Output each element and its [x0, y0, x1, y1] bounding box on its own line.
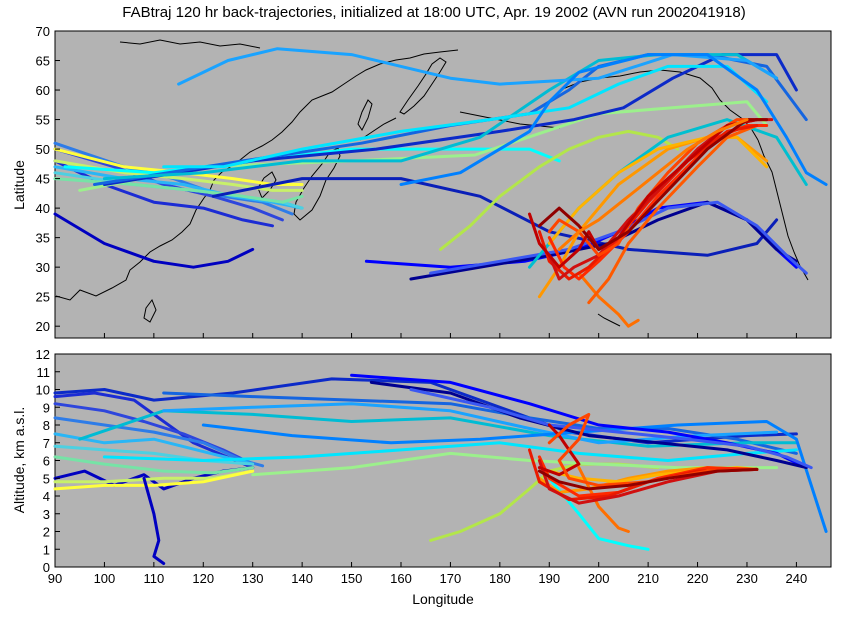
coastline-arctic: [119, 39, 261, 49]
alt-y-tick-label: 0: [43, 560, 50, 575]
lat-y-tick-label: 50: [36, 142, 50, 157]
lat-y-tick-label: 20: [36, 319, 50, 334]
alt-trajectory-line: [577, 466, 630, 533]
alt-trajectory-line: [142, 476, 166, 565]
lat-trajectory-line: [587, 124, 759, 305]
alt-trajectory-line: [102, 441, 798, 462]
lat-trajectory-line: [429, 200, 808, 275]
lat-trajectory-line: [439, 129, 680, 251]
figure-title: FABtraj 120 hr back-trajectories, initia…: [122, 4, 746, 21]
coastline-north-america: [757, 139, 809, 281]
alt-y-tick-label: 1: [43, 542, 50, 557]
longitude-tick-label: 150: [341, 571, 363, 586]
longitude-tick-label: 130: [242, 571, 264, 586]
longitude-tick-label: 90: [48, 571, 62, 586]
alt-trajectory-line: [53, 469, 255, 491]
lat-trajectory-line: [557, 118, 749, 251]
lat-y-tick-label: 60: [36, 83, 50, 98]
alt-trajectory-line: [53, 444, 255, 466]
alt-y-tick-label: 7: [43, 436, 50, 451]
altitude-trajectories: [53, 373, 828, 565]
map-trajectories: [53, 47, 828, 328]
alt-y-tick-label: 9: [43, 400, 50, 415]
longitude-tick-label: 160: [390, 571, 412, 586]
longitude-tick-label: 170: [440, 571, 462, 586]
alt-y-tick-label: 10: [36, 383, 50, 398]
coastline-sakhalin: [357, 99, 373, 131]
coastline-hawaii: [597, 313, 621, 327]
latitude-axis-label: Latitude: [11, 160, 27, 210]
alt-trajectory-line: [547, 476, 650, 551]
lat-y-tick-label: 70: [36, 24, 50, 39]
coastline-kuril: [359, 117, 397, 141]
lat-trajectory-line: [162, 64, 769, 169]
longitude-tick-label: 120: [192, 571, 214, 586]
lat-y-tick-label: 30: [36, 260, 50, 275]
alt-y-tick-label: 4: [43, 489, 50, 504]
alt-y-tick-label: 5: [43, 471, 50, 486]
lat-y-tick-label: 65: [36, 54, 50, 69]
longitude-tick-labels: 90 100 110 120 130 140 150 160 170 180 190 200 210 22…: [48, 562, 807, 586]
lat-trajectory-line: [177, 47, 779, 86]
longitude-tick-label: 140: [291, 571, 313, 586]
lat-y-tick-label: 40: [36, 201, 50, 216]
longitude-tick-label: 210: [637, 571, 659, 586]
lat-trajectory-line: [53, 212, 255, 269]
alt-y-tick-label: 11: [37, 365, 51, 380]
latitude-tick-labels: 20 25 30 35 40 45 50 55 60 65 70: [36, 24, 60, 334]
lat-trajectory-line: [409, 200, 798, 281]
lat-trajectory-line: [399, 53, 828, 186]
lat-trajectory-line: [547, 135, 769, 245]
alt-trajectory-line: [53, 432, 255, 466]
alt-trajectory-line: [537, 467, 759, 491]
longitude-tick-label: 240: [786, 571, 808, 586]
longitude-tick-label: 220: [687, 571, 709, 586]
lat-trajectory-line: [577, 271, 640, 328]
lat-y-tick-label: 35: [36, 231, 50, 246]
alt-trajectory-line: [369, 380, 808, 470]
alt-trajectory-line: [78, 409, 798, 448]
longitude-tick-label: 100: [94, 571, 116, 586]
altitude-axis-label: Altitude, km a.s.l.: [11, 407, 27, 514]
lat-y-tick-label: 45: [36, 172, 50, 187]
coastline-taiwan: [143, 298, 157, 323]
alt-y-tick-label: 6: [43, 454, 50, 469]
lat-trajectory-line: [537, 118, 769, 251]
longitude-tick-label: 180: [489, 571, 511, 586]
alt-y-tick-label: 8: [43, 418, 50, 433]
coastline-kamchatka: [399, 57, 447, 115]
alt-y-tick-label: 3: [43, 507, 50, 522]
lat-y-tick-label: 25: [36, 290, 50, 305]
lat-trajectory-line: [63, 147, 561, 175]
longitude-tick-label: 200: [588, 571, 610, 586]
lat-y-tick-label: 55: [36, 113, 50, 128]
longitude-axis-label: Longitude: [412, 591, 474, 607]
alt-y-tick-label: 12: [36, 347, 50, 362]
longitude-tick-label: 110: [143, 571, 164, 586]
lat-trajectory-line: [102, 53, 798, 186]
longitude-tick-label: 230: [736, 571, 758, 586]
alt-y-tick-label: 2: [43, 525, 50, 540]
alt-trajectory-line: [53, 455, 255, 475]
alt-trajectory-line: [162, 402, 779, 445]
alt-trajectory-line: [528, 448, 749, 502]
coastline-aleutians: [459, 111, 561, 129]
alt-trajectory-line: [409, 388, 813, 470]
longitude-tick-label: 190: [538, 571, 560, 586]
map-x-ticks: [54, 333, 797, 338]
